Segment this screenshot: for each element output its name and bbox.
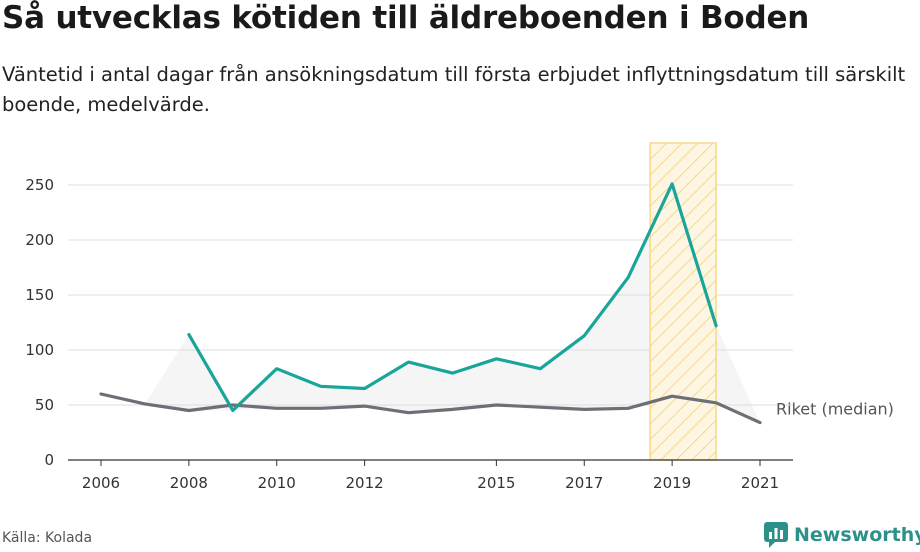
y-tick-label: 150 bbox=[25, 286, 54, 304]
chart-title: Så utvecklas kötiden till äldreboenden i… bbox=[2, 0, 810, 36]
x-tick-label: 2010 bbox=[258, 474, 296, 492]
series-label-riket: Riket (median) bbox=[776, 400, 894, 419]
brand-name: Newsworthy bbox=[794, 524, 920, 546]
axes: 0 50 100 150 200 250 2006 2008 2010 2012 2015 2017 2… bbox=[25, 176, 793, 492]
highlight-region bbox=[649, 142, 717, 461]
highlight-area bbox=[649, 142, 717, 461]
range-band bbox=[101, 183, 760, 423]
chart-subtitle: Väntetid i antal dagar från ansökningsda… bbox=[2, 63, 906, 116]
x-tick-label: 2015 bbox=[477, 474, 515, 492]
x-tick-label: 2008 bbox=[170, 474, 208, 492]
newsworthy-logo-icon bbox=[764, 522, 788, 548]
x-tick-label: 2019 bbox=[653, 474, 691, 492]
x-tick-label: 2006 bbox=[82, 474, 120, 492]
y-tick-label: 50 bbox=[35, 396, 54, 414]
x-tick-label: 2012 bbox=[346, 474, 384, 492]
x-tick-label: 2017 bbox=[565, 474, 603, 492]
series-line-riket bbox=[99, 392, 762, 425]
x-tick-label: 2021 bbox=[741, 474, 779, 492]
range-band-area bbox=[101, 183, 760, 423]
source-note: Källa: Kolada bbox=[2, 530, 93, 546]
series-lines: Riket (median) bbox=[99, 182, 894, 425]
y-tick-label: 0 bbox=[44, 451, 54, 469]
brand[interactable]: Newsworthy bbox=[764, 522, 920, 548]
y-tick-label: 250 bbox=[25, 176, 54, 194]
y-tick-label: 100 bbox=[25, 341, 54, 359]
y-tick-label: 200 bbox=[25, 231, 54, 249]
series-line-boden bbox=[187, 182, 718, 413]
